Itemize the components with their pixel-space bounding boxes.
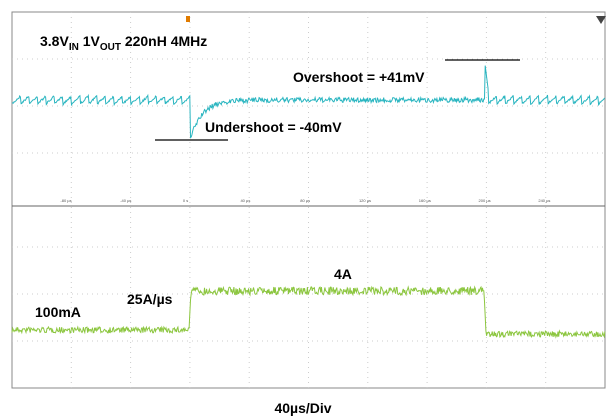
title-part: 220nH 4MHz [121, 33, 207, 49]
title-part: 1V [79, 33, 101, 49]
undershoot-label: Undershoot = -40mV [205, 119, 342, 135]
title-sub: OUT [100, 42, 121, 53]
time-tick-label: -80 µs [60, 198, 71, 203]
time-tick-label: 200 µs [479, 198, 491, 203]
title-part: 3.8V [40, 33, 69, 49]
time-tick-label: 160 µs [419, 198, 431, 203]
time-tick-label: 120 µs [359, 198, 371, 203]
trigger-marker [186, 16, 190, 22]
time-tick-label: 80 µs [300, 198, 310, 203]
time-tick-label: -40 µs [120, 198, 131, 203]
time-tick-label: 40 µs [240, 198, 250, 203]
high-current-label: 4A [334, 266, 352, 282]
low-current-label: 100mA [35, 304, 81, 320]
title-sub: IN [69, 42, 79, 53]
time-tick-label: 0 s [183, 198, 188, 203]
time-tick-label: 240 µs [538, 198, 550, 203]
footer: 40µs/Div [274, 400, 331, 416]
slew-rate-label: 25A/µs [127, 291, 173, 307]
scope-capture: -80 µs -40 µs 0 s 40 µs 80 µs 120 µs 160 µs 200… [0, 0, 607, 420]
overshoot-label: Overshoot = +41mV [293, 69, 425, 85]
